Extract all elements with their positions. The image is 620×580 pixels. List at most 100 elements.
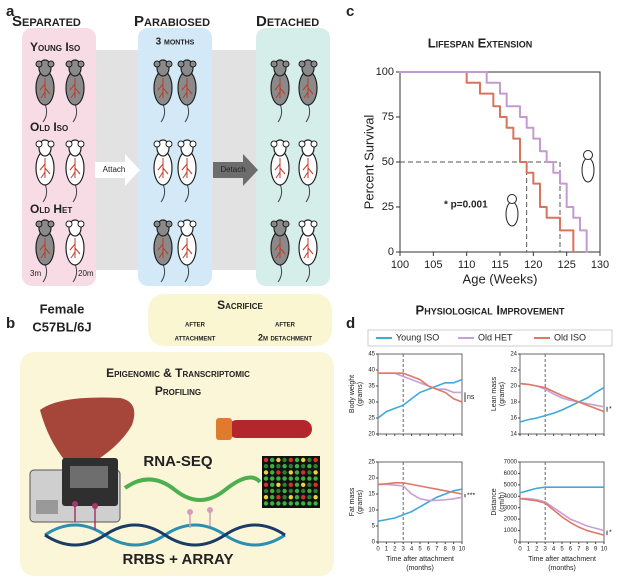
mouse-ear bbox=[298, 60, 306, 68]
vessels bbox=[181, 78, 193, 99]
mouse-ear bbox=[270, 60, 278, 68]
x-axis-label: Age (Weeks) bbox=[463, 271, 538, 286]
series-line bbox=[519, 386, 605, 423]
array-spot bbox=[307, 488, 312, 494]
x-tick-label: 5 bbox=[418, 547, 422, 553]
mouse-ear bbox=[153, 220, 161, 228]
array-spot bbox=[276, 501, 281, 506]
y-tick-label: 0 bbox=[372, 540, 376, 546]
y-axis-label: (grams) bbox=[357, 382, 364, 406]
mouse-tail bbox=[305, 183, 311, 203]
sacrifice-option: 2m detachment bbox=[258, 332, 312, 342]
mouse-icon bbox=[35, 219, 55, 283]
mouse-icon bbox=[153, 219, 173, 283]
x-axis-label: Time after attachment bbox=[528, 556, 596, 563]
array-spot bbox=[270, 495, 275, 500]
mouse-tail bbox=[277, 263, 283, 283]
y-tick-label: 22 bbox=[510, 368, 517, 374]
array-spot bbox=[294, 470, 300, 475]
column-header: Parabiosed bbox=[134, 13, 210, 30]
array-spot bbox=[301, 495, 306, 500]
detached-column bbox=[256, 28, 330, 286]
x-tick-label: 100 bbox=[391, 259, 409, 271]
array-spot bbox=[282, 457, 287, 463]
array-spot bbox=[288, 457, 293, 463]
mouse-icon bbox=[153, 139, 173, 203]
series-line bbox=[519, 486, 604, 494]
array-spot bbox=[313, 464, 318, 469]
mouse-tail bbox=[160, 183, 166, 203]
x-tick-label: 110 bbox=[458, 259, 476, 271]
panel-label: d bbox=[346, 315, 355, 332]
array-spot bbox=[301, 457, 306, 463]
vessels bbox=[274, 78, 286, 99]
y-tick-label: 100 bbox=[376, 66, 394, 78]
vessels bbox=[157, 78, 169, 99]
series-line bbox=[378, 372, 463, 403]
parabiosed-column bbox=[138, 28, 212, 286]
legend-box bbox=[367, 329, 613, 347]
mouse-ear bbox=[298, 220, 306, 228]
mouse-ear bbox=[298, 140, 306, 148]
y-tick-label: 45 bbox=[368, 352, 375, 358]
array-spot bbox=[313, 495, 318, 500]
vessels bbox=[157, 238, 169, 259]
mouse-tail bbox=[305, 103, 311, 123]
array-spot bbox=[288, 488, 293, 494]
mouse-ear bbox=[310, 60, 318, 68]
x-tick-label: 7 bbox=[577, 547, 581, 553]
mouse-icon bbox=[177, 219, 197, 283]
array-spot bbox=[301, 464, 306, 469]
mouse-ear bbox=[270, 220, 278, 228]
vessels bbox=[302, 78, 314, 99]
vessels bbox=[181, 238, 193, 259]
mouse-icon bbox=[35, 59, 55, 123]
y-axis-label: Body weight bbox=[349, 375, 356, 413]
vessels bbox=[274, 238, 286, 259]
x-axis-label: (months) bbox=[548, 565, 576, 572]
mouse-ear bbox=[77, 220, 85, 228]
array-spot bbox=[263, 501, 269, 506]
array-spot bbox=[282, 495, 287, 500]
vessels bbox=[69, 158, 81, 179]
row-label: Young Iso bbox=[30, 40, 80, 54]
x-tick-label: 6 bbox=[569, 547, 573, 553]
row-label: Old Iso bbox=[30, 120, 68, 134]
y-tick-label: 20 bbox=[368, 432, 375, 438]
y-axis-label: (grams) bbox=[499, 382, 506, 406]
mouse-ear bbox=[77, 140, 85, 148]
y-tick-label: 18 bbox=[510, 400, 517, 406]
array-spot bbox=[313, 482, 318, 487]
array-spot bbox=[294, 457, 300, 463]
array-spot bbox=[263, 482, 269, 487]
x-tick-label: 0 bbox=[518, 547, 522, 553]
y-tick-label: 24 bbox=[510, 352, 517, 358]
x-tick-label: 105 bbox=[424, 259, 442, 271]
series-line bbox=[377, 488, 463, 522]
mouse-icon bbox=[298, 139, 318, 203]
array-spot bbox=[276, 476, 281, 481]
vessels bbox=[39, 158, 51, 179]
mouse-tail bbox=[184, 263, 190, 283]
y-tick-label: 20 bbox=[510, 384, 517, 390]
age-label: 20m bbox=[78, 269, 94, 278]
array-spot bbox=[282, 488, 287, 494]
y-tick-label: 10 bbox=[368, 508, 375, 514]
y-tick-label: 7000 bbox=[504, 460, 518, 466]
mouse-ear bbox=[177, 60, 185, 68]
x-tick-label: 2 bbox=[393, 547, 397, 553]
array-spot bbox=[301, 470, 306, 475]
mouse-icon bbox=[270, 219, 290, 283]
x-tick-label: 1 bbox=[385, 547, 389, 553]
x-tick-label: 3 bbox=[544, 547, 548, 553]
mouse-tail bbox=[72, 263, 78, 283]
x-tick-label: 8 bbox=[444, 547, 448, 553]
sacrifice-option: after bbox=[275, 318, 296, 328]
array-spot bbox=[307, 476, 312, 481]
y-tick-label: 5 bbox=[372, 524, 376, 530]
array-spot bbox=[301, 482, 306, 487]
y-tick-label: 14 bbox=[510, 432, 517, 438]
array-spot bbox=[307, 464, 312, 469]
array-spot bbox=[301, 476, 306, 481]
mouse-ear bbox=[189, 60, 197, 68]
